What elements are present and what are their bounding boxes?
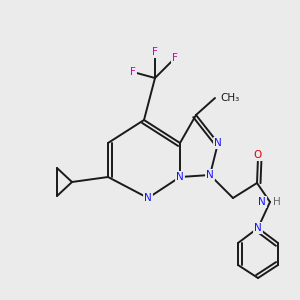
Text: O: O — [254, 150, 262, 160]
Text: N: N — [254, 223, 262, 233]
Text: F: F — [152, 47, 158, 57]
Text: N: N — [144, 193, 152, 203]
Text: N: N — [258, 197, 266, 207]
Text: F: F — [130, 67, 136, 77]
Text: N: N — [206, 170, 214, 180]
Text: N: N — [214, 138, 222, 148]
Text: H: H — [273, 197, 281, 207]
Text: N: N — [176, 172, 184, 182]
Text: CH₃: CH₃ — [220, 93, 239, 103]
Text: F: F — [172, 53, 178, 63]
